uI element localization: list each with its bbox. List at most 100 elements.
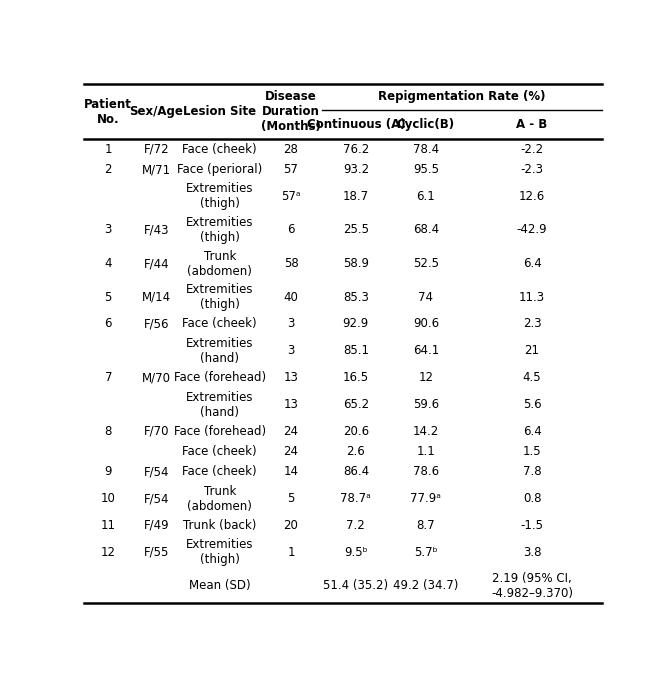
Text: 3.8: 3.8	[523, 546, 541, 559]
Text: 78.4: 78.4	[413, 143, 439, 156]
Text: 2: 2	[104, 163, 112, 176]
Text: Disease
Duration
(Months): Disease Duration (Months)	[261, 90, 321, 133]
Text: 21: 21	[524, 344, 540, 357]
Text: 2.3: 2.3	[522, 318, 541, 330]
Text: F/44: F/44	[143, 257, 169, 270]
Text: 51.4 (35.2): 51.4 (35.2)	[323, 579, 389, 592]
Text: Trunk
(abdomen): Trunk (abdomen)	[187, 250, 252, 277]
Text: 20.6: 20.6	[343, 425, 369, 438]
Text: 16.5: 16.5	[343, 371, 369, 384]
Text: 14.2: 14.2	[413, 425, 439, 438]
Text: 49.2 (34.7): 49.2 (34.7)	[393, 579, 458, 592]
Text: F/43: F/43	[143, 224, 169, 237]
Text: F/54: F/54	[143, 492, 169, 505]
Text: Extremities
(thigh): Extremities (thigh)	[186, 182, 254, 210]
Text: 92.9: 92.9	[343, 318, 369, 330]
Text: Cyclic(B): Cyclic(B)	[397, 118, 455, 131]
Text: 4.5: 4.5	[522, 371, 541, 384]
Text: 85.3: 85.3	[343, 290, 369, 304]
Text: 68.4: 68.4	[413, 224, 439, 237]
Text: 7: 7	[104, 371, 112, 384]
Text: 0.8: 0.8	[523, 492, 541, 505]
Text: 64.1: 64.1	[413, 344, 439, 357]
Text: Sex/Age: Sex/Age	[129, 105, 183, 118]
Text: 57: 57	[284, 163, 298, 176]
Text: -2.2: -2.2	[520, 143, 544, 156]
Text: Mean (SD): Mean (SD)	[189, 579, 250, 592]
Text: 1: 1	[104, 143, 112, 156]
Text: Face (cheek): Face (cheek)	[183, 143, 257, 156]
Text: 78.6: 78.6	[413, 465, 439, 478]
Text: 13: 13	[284, 371, 298, 384]
Text: Extremities
(thigh): Extremities (thigh)	[186, 216, 254, 244]
Text: F/72: F/72	[143, 143, 169, 156]
Text: 8: 8	[104, 425, 112, 438]
Text: 3: 3	[287, 344, 295, 357]
Text: 77.9ᵃ: 77.9ᵃ	[410, 492, 442, 505]
Text: Face (cheek): Face (cheek)	[183, 318, 257, 330]
Text: F/54: F/54	[143, 465, 169, 478]
Text: F/70: F/70	[143, 425, 169, 438]
Text: -1.5: -1.5	[520, 519, 544, 532]
Text: 25.5: 25.5	[343, 224, 369, 237]
Text: -2.3: -2.3	[520, 163, 544, 176]
Text: 24: 24	[284, 445, 298, 458]
Text: 74: 74	[418, 290, 434, 304]
Text: 13: 13	[284, 398, 298, 411]
Text: Face (forehead): Face (forehead)	[174, 425, 266, 438]
Text: 5: 5	[104, 290, 112, 304]
Text: 85.1: 85.1	[343, 344, 369, 357]
Text: 20: 20	[284, 519, 298, 532]
Text: 1: 1	[287, 546, 295, 559]
Text: F/49: F/49	[143, 519, 169, 532]
Text: M/70: M/70	[142, 371, 171, 384]
Text: 4: 4	[104, 257, 112, 270]
Text: 9: 9	[104, 465, 112, 478]
Text: 11.3: 11.3	[519, 290, 545, 304]
Text: Face (perioral): Face (perioral)	[177, 163, 262, 176]
Text: Continuous (A): Continuous (A)	[306, 118, 405, 131]
Text: M/71: M/71	[142, 163, 171, 176]
Text: Face (cheek): Face (cheek)	[183, 465, 257, 478]
Text: 5.7ᵇ: 5.7ᵇ	[414, 546, 438, 559]
Text: Extremities
(thigh): Extremities (thigh)	[186, 283, 254, 311]
Text: 52.5: 52.5	[413, 257, 439, 270]
Text: F/56: F/56	[143, 318, 169, 330]
Text: 11: 11	[101, 519, 116, 532]
Text: Trunk
(abdomen): Trunk (abdomen)	[187, 485, 252, 513]
Text: Extremities
(hand): Extremities (hand)	[186, 337, 254, 365]
Text: 58.9: 58.9	[343, 257, 369, 270]
Text: 93.2: 93.2	[343, 163, 369, 176]
Text: 6: 6	[287, 224, 295, 237]
Text: 6: 6	[104, 318, 112, 330]
Text: 10: 10	[101, 492, 116, 505]
Text: 57ᵃ: 57ᵃ	[281, 190, 301, 203]
Text: Extremities
(hand): Extremities (hand)	[186, 390, 254, 418]
Text: 95.5: 95.5	[413, 163, 439, 176]
Text: 78.7ᵃ: 78.7ᵃ	[341, 492, 371, 505]
Text: 1.5: 1.5	[522, 445, 541, 458]
Text: Trunk (back): Trunk (back)	[183, 519, 256, 532]
Text: 1.1: 1.1	[416, 445, 436, 458]
Text: 7.2: 7.2	[347, 519, 365, 532]
Text: 5: 5	[287, 492, 295, 505]
Text: Lesion Site: Lesion Site	[183, 105, 256, 118]
Text: M/14: M/14	[142, 290, 171, 304]
Text: 2.19 (95% CI,
-4.982–9.370): 2.19 (95% CI, -4.982–9.370)	[491, 572, 573, 600]
Text: 14: 14	[284, 465, 298, 478]
Text: 12.6: 12.6	[519, 190, 545, 203]
Text: Extremities
(thigh): Extremities (thigh)	[186, 539, 254, 566]
Text: 8.7: 8.7	[417, 519, 435, 532]
Text: 90.6: 90.6	[413, 318, 439, 330]
Text: A - B: A - B	[516, 118, 548, 131]
Text: 6.1: 6.1	[416, 190, 436, 203]
Text: 40: 40	[284, 290, 298, 304]
Text: 59.6: 59.6	[413, 398, 439, 411]
Text: 18.7: 18.7	[343, 190, 369, 203]
Text: 28: 28	[284, 143, 298, 156]
Text: 6.4: 6.4	[522, 425, 541, 438]
Text: 2.6: 2.6	[347, 445, 365, 458]
Text: 65.2: 65.2	[343, 398, 369, 411]
Text: Face (cheek): Face (cheek)	[183, 445, 257, 458]
Text: Face (forehead): Face (forehead)	[174, 371, 266, 384]
